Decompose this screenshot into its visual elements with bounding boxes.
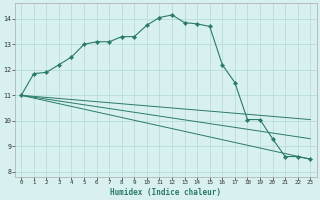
X-axis label: Humidex (Indice chaleur): Humidex (Indice chaleur)	[110, 188, 221, 197]
